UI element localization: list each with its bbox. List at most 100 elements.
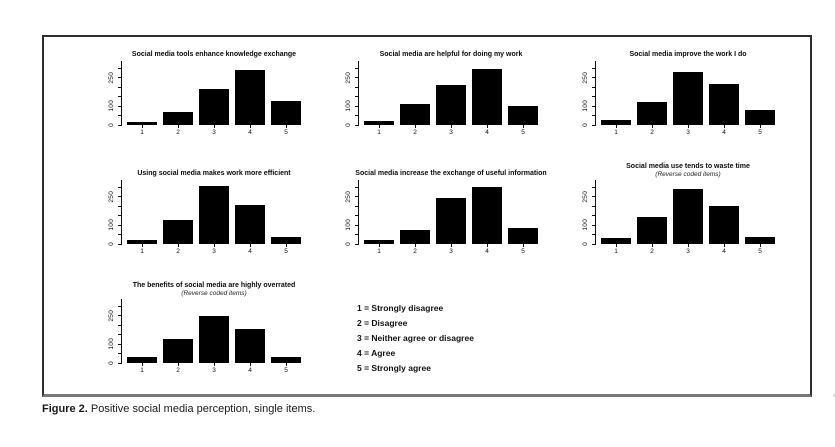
y-axis: 0 100 250 [572, 61, 596, 127]
x-axis-tick-label: 5 [521, 129, 525, 136]
y-axis: 0 100 250 [335, 61, 359, 127]
x-axis-tick [522, 244, 524, 247]
x-step: 5 [508, 125, 538, 137]
bar-3 [673, 72, 703, 125]
x-step: 3 [199, 125, 229, 137]
y-axis-tick [355, 124, 359, 126]
bar-4 [709, 206, 739, 244]
x-step: 2 [637, 125, 667, 137]
bar-4 [472, 186, 502, 244]
legend-item: 5 = Strongly agree [357, 363, 431, 373]
chart-cell-7: The benefits of social media are highly … [58, 281, 301, 400]
chart-cell-1: Social media tools enhance knowledge exc… [58, 43, 301, 162]
y-axis-tick [355, 196, 359, 198]
legend-item: 1 = Strongly disagree [357, 303, 444, 313]
x-axis-tick [687, 244, 689, 247]
x-axis-tick [615, 125, 617, 128]
x-axis: 1 2 3 4 5 [359, 125, 543, 137]
y-axis-tick [118, 362, 122, 364]
x-axis-tick [378, 125, 380, 128]
x-axis-tick [141, 363, 143, 366]
y-axis-tick [118, 105, 122, 107]
chart-subtitle: (Reverse coded items) [181, 290, 247, 297]
legend-cell: 1 = Strongly disagree 2 = Disagree 3 = Nei… [295, 281, 532, 400]
plot-wrap: 0 100 250 [98, 61, 310, 127]
x-axis-tick [687, 125, 689, 128]
chart-cell-2: Social media are helpful for doing my wo… [295, 43, 538, 162]
x-axis-tick-label: 4 [722, 129, 726, 136]
x-step: 1 [127, 125, 157, 137]
x-axis-tick [414, 244, 416, 247]
y-axis-tick [355, 68, 359, 70]
y-axis-tick [592, 187, 596, 189]
bar-1 [127, 357, 157, 363]
x-step: 1 [364, 125, 394, 137]
y-axis-tick [355, 77, 359, 79]
chart-header: Social media improve the work I do [572, 43, 784, 59]
y-axis-tick-label: 0 [582, 242, 589, 246]
y-axis-tick-label: 100 [108, 100, 115, 113]
legend-item: 4 = Agree [357, 348, 396, 358]
bar-chart-panel: The benefits of social media are highly … [98, 281, 310, 400]
y-axis: 0 100 250 [98, 61, 122, 127]
y-axis-tick [118, 315, 122, 317]
bar-2 [400, 104, 430, 125]
y-axis-tick-label: 0 [108, 123, 115, 127]
y-axis-line [358, 180, 359, 244]
x-axis-tick [141, 244, 143, 247]
plot-wrap: 0 100 250 [98, 299, 310, 365]
x-axis-tick [723, 125, 725, 128]
y-axis-tick-label: 100 [582, 219, 589, 232]
chart-cell-3: Social media improve the work I do 0 100 2… [532, 43, 775, 162]
y-axis-tick [592, 205, 596, 207]
x-step: 3 [673, 244, 703, 256]
x-axis: 1 2 3 4 5 [122, 363, 306, 375]
plot-wrap: 0 100 250 [335, 180, 547, 246]
y-axis-tick [118, 334, 122, 336]
y-axis-tick-label: 250 [345, 191, 352, 203]
bar-5 [745, 109, 775, 125]
y-axis-tick-label: 100 [345, 219, 352, 232]
x-axis-tick-label: 5 [758, 129, 762, 136]
x-axis-tick [450, 125, 452, 128]
x-axis-tick-label: 3 [212, 367, 216, 374]
plot-area [596, 180, 780, 244]
plot-wrap: 0 100 250 [335, 61, 547, 127]
x-axis-tick-label: 5 [284, 367, 288, 374]
y-axis-line [121, 299, 122, 363]
y-axis-tick [118, 324, 122, 326]
bar-1 [364, 121, 394, 125]
plot-area [122, 299, 306, 363]
plot-wrap: 0 100 250 [572, 61, 784, 127]
x-axis-tick [285, 125, 287, 128]
bar-3 [199, 89, 229, 125]
bar-5 [508, 228, 538, 244]
y-axis-tick [592, 96, 596, 98]
x-axis-tick-label: 1 [377, 248, 381, 255]
x-step: 2 [163, 363, 193, 375]
x-axis-tick [651, 125, 653, 128]
y-axis-tick-label: 250 [582, 191, 589, 203]
y-axis-tick [592, 115, 596, 117]
x-step: 3 [199, 363, 229, 375]
x-step: 5 [271, 363, 301, 375]
y-axis-tick [355, 187, 359, 189]
y-axis-tick [592, 224, 596, 226]
x-step: 4 [235, 125, 265, 137]
x-axis-tick-label: 1 [614, 248, 618, 255]
y-axis: 0 100 250 [98, 180, 122, 246]
bar-4 [709, 83, 739, 125]
y-axis-tick [118, 205, 122, 207]
x-axis-tick-label: 2 [413, 248, 417, 255]
x-axis-tick-label: 4 [485, 248, 489, 255]
x-step: 1 [364, 244, 394, 256]
x-step: 2 [163, 125, 193, 137]
chart-title: Social media are helpful for doing my wo… [379, 51, 523, 58]
bar-3 [436, 197, 466, 244]
x-step: 5 [745, 125, 775, 137]
y-axis-tick [592, 68, 596, 70]
chart-cell-5: Social media increase the exchange of us… [295, 162, 547, 281]
x-step: 3 [199, 244, 229, 256]
chart-title: Social media increase the exchange of us… [355, 170, 547, 177]
x-axis-tick-label: 5 [284, 248, 288, 255]
